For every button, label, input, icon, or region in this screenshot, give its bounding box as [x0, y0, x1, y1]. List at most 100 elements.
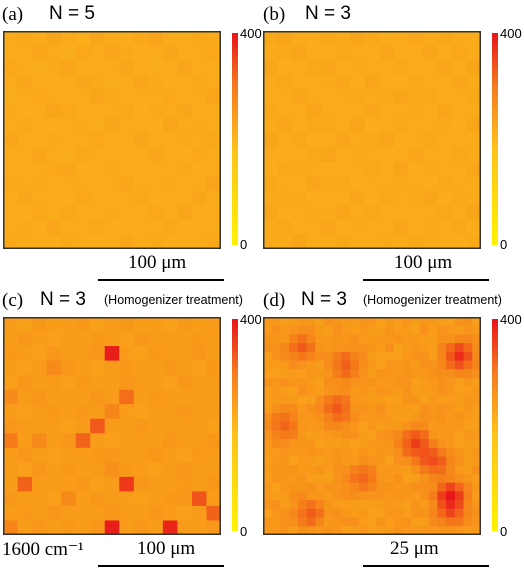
- heatmap-cell: [133, 433, 149, 449]
- heatmap-cell: [191, 491, 207, 507]
- heatmap-cell: [119, 389, 135, 405]
- heatmap-cell: [292, 60, 307, 75]
- heatmap-cell: [3, 331, 18, 347]
- heatmap-cell: [46, 462, 62, 478]
- heatmap-cell: [177, 462, 193, 478]
- heatmap-cell: [463, 517, 473, 527]
- heatmap-cell: [379, 60, 395, 75]
- heatmap-cell: [454, 378, 464, 388]
- heatmap-cell: [364, 234, 380, 249]
- heatmap-cell: [324, 317, 334, 327]
- heatmap-cell: [379, 190, 395, 206]
- heatmap-cell: [358, 369, 369, 379]
- heatmap-cell: [350, 89, 366, 105]
- heatmap-cell: [177, 190, 193, 206]
- heatmap-cell: [61, 418, 77, 434]
- heatmap-cell: [271, 334, 281, 344]
- heatmap-cell: [3, 147, 18, 163]
- heatmap-cell: [350, 369, 360, 379]
- heatmap-cell: [206, 317, 221, 332]
- heatmap-cell: [133, 331, 149, 347]
- heatmap-cell: [393, 456, 403, 466]
- heatmap-cell: [119, 360, 135, 376]
- heatmap-cell: [297, 317, 307, 327]
- heatmap-cell: [446, 465, 456, 475]
- heatmap-cell: [75, 505, 91, 521]
- heatmap-cell: [341, 343, 351, 353]
- heatmap-cell: [133, 505, 149, 521]
- heatmap-cell: [191, 103, 207, 119]
- heatmap-cell: [419, 526, 430, 535]
- heatmap-cell: [177, 31, 193, 46]
- heatmap-cell: [437, 343, 447, 353]
- heatmap-cell: [263, 526, 273, 535]
- heatmap-cell: [419, 430, 430, 440]
- heatmap-cell: [119, 505, 135, 521]
- heatmap-cell: [335, 45, 351, 61]
- heatmap-cell: [3, 360, 18, 376]
- heatmap-cell: [332, 491, 342, 501]
- heatmap-cell: [263, 89, 278, 105]
- heatmap-cell: [306, 118, 322, 134]
- heatmap-cell: [422, 60, 438, 75]
- heatmap-cell: [61, 404, 77, 420]
- heatmap-cell: [61, 234, 77, 249]
- heatmap-cell: [428, 386, 438, 396]
- heatmap-cell: [358, 430, 369, 440]
- heatmap-cell: [206, 389, 221, 405]
- heatmap-cell: [341, 500, 351, 510]
- heatmap-cell: [402, 343, 412, 353]
- heatmap-cell: [376, 456, 386, 466]
- heatmap-cell: [162, 462, 178, 478]
- heatmap-cell: [393, 118, 409, 134]
- heatmap-b: [263, 31, 481, 249]
- heatmap-cell: [451, 118, 467, 134]
- heatmap-cell: [306, 325, 316, 335]
- heatmap-cell: [437, 219, 453, 235]
- heatmap-cell: [297, 334, 307, 344]
- heatmap-cell: [162, 404, 178, 420]
- heatmap-cell: [119, 89, 135, 105]
- heatmap-cell: [148, 118, 164, 134]
- heatmap-cell: [263, 386, 273, 396]
- heatmap-cell: [177, 147, 193, 163]
- heatmap-cell: [472, 447, 481, 457]
- heatmap-cell: [32, 476, 47, 492]
- heatmap-cell: [419, 491, 430, 501]
- heatmap-cell: [428, 526, 438, 535]
- heatmap-cell: [280, 430, 290, 440]
- heatmap-cell: [206, 205, 221, 221]
- heatmap-cell: [17, 520, 33, 535]
- heatmap-cell: [277, 234, 293, 249]
- scale-bar-b: [363, 279, 489, 281]
- heatmap-cell: [61, 45, 77, 61]
- heatmap-cell: [364, 219, 380, 235]
- heatmap-cell: [411, 325, 421, 335]
- heatmap-cell: [358, 334, 369, 344]
- heatmap-cell: [393, 219, 409, 235]
- heatmap-cell: [32, 147, 47, 163]
- heatmap-cell: [364, 89, 380, 105]
- heatmap-cell: [177, 132, 193, 148]
- colorbar-max-b: 400: [500, 26, 522, 41]
- heatmap-cell: [289, 404, 299, 414]
- heatmap-cell: [321, 132, 337, 148]
- heatmap-cell: [148, 462, 164, 478]
- heatmap-cell: [206, 447, 221, 463]
- heatmap-cell: [191, 447, 207, 463]
- heatmap-cell: [75, 346, 91, 361]
- heatmap-cell: [446, 500, 456, 510]
- heatmap-cell: [376, 395, 386, 405]
- heatmap-cell: [191, 462, 207, 478]
- heatmap-cell: [463, 456, 473, 466]
- heatmap-cell: [402, 439, 412, 449]
- heatmap-cell: [292, 147, 307, 163]
- heatmap-cell: [90, 234, 106, 249]
- heatmap-cell: [472, 491, 481, 501]
- heatmap-cell: [367, 465, 377, 475]
- heatmap-cell: [393, 386, 403, 396]
- heatmap-cell: [358, 500, 369, 510]
- heatmap-cell: [451, 161, 467, 177]
- heatmap-cell: [437, 205, 453, 221]
- heatmap-cell: [191, 89, 207, 105]
